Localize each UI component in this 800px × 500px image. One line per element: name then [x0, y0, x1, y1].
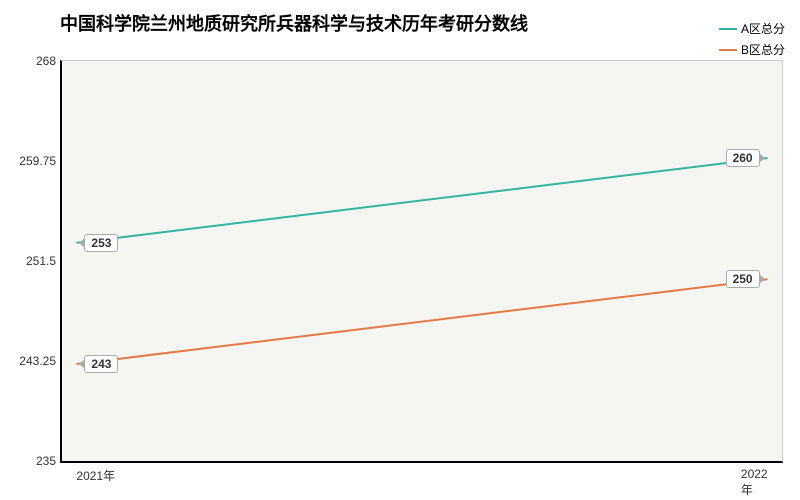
legend-item-a: A区总分	[719, 20, 785, 37]
y-tick-label: 251.5	[26, 254, 62, 268]
legend-label-a: A区总分	[741, 20, 785, 37]
data-point-label: 260	[726, 149, 760, 167]
x-tick-label: 2021年	[76, 461, 115, 484]
chart-title: 中国科学院兰州地质研究所兵器科学与技术历年考研分数线	[60, 10, 528, 36]
legend-item-b: B区总分	[719, 41, 785, 58]
legend-label-b: B区总分	[741, 41, 785, 58]
legend-swatch-a	[719, 28, 737, 30]
y-tick-label: 243.25	[19, 354, 62, 368]
data-point-label: 243	[84, 355, 118, 373]
legend-swatch-b	[719, 49, 737, 51]
data-point-label: 253	[84, 234, 118, 252]
y-tick-label: 268	[36, 54, 62, 68]
plot-area: 235243.25251.5259.752682021年2022年2532602…	[60, 60, 783, 463]
series-line	[76, 158, 767, 243]
data-point-label: 250	[726, 270, 760, 288]
chart-container: 中国科学院兰州地质研究所兵器科学与技术历年考研分数线 A区总分 B区总分 235…	[0, 0, 800, 500]
x-tick-label: 2022年	[741, 461, 768, 498]
series-line	[76, 279, 767, 364]
y-tick-label: 235	[36, 454, 62, 468]
y-tick-label: 259.75	[19, 154, 62, 168]
chart-svg	[62, 61, 782, 461]
legend: A区总分 B区总分	[719, 20, 785, 62]
